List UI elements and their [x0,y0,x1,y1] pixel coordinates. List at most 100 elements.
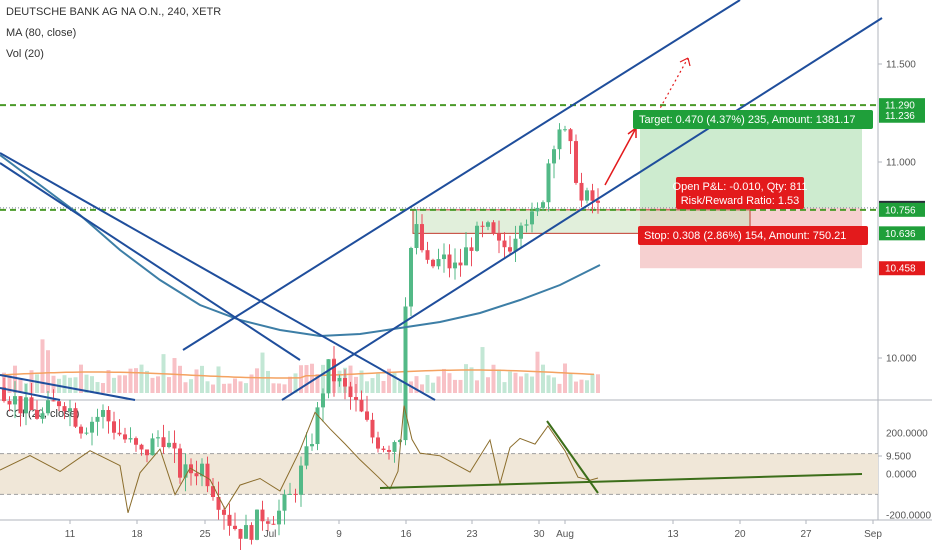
volume-bar [546,375,551,393]
trend-line [0,374,136,401]
chart-title: DEUTSCHE BANK AG NA O.N., 240, XETR [6,6,222,18]
candle-body [29,397,34,411]
candle-body [315,407,320,445]
candle-body [321,393,325,408]
volume-bar [134,368,138,393]
candle-body [464,247,468,266]
candle-body [442,254,446,260]
candle-body [343,378,347,387]
candle-body [370,419,375,438]
volume-bar [502,382,507,393]
projection-dotted-head [679,57,691,67]
price-tag-label: 11.236 [885,111,915,122]
volume-bar [447,373,452,393]
candle-body [106,410,111,422]
volume-bar [123,375,127,393]
volume-bar [359,370,364,393]
volume-bar [178,365,182,393]
candle-body [596,200,600,203]
volume-bar [293,373,298,393]
target-label-text: Target: 0.470 (4.37%) 235, Amount: 1381.… [639,114,855,126]
volume-bar [101,383,105,393]
ma-80-line [0,154,601,338]
candle-body [557,129,562,150]
candle-body [288,493,292,495]
time-tick-label: Jul [264,529,277,540]
candle-body [392,442,397,452]
price-tag: 10.636 [879,226,925,241]
volume-bar [491,364,496,393]
volume-bar [227,383,232,393]
candle-body [480,225,485,227]
candle-body [139,444,144,450]
candle-body [194,473,199,477]
time-tick-label: 18 [131,529,143,540]
time-tick-label: 11 [65,529,76,540]
candle-body [530,211,534,225]
volume-bar [464,364,468,393]
volume-bar [222,383,226,393]
volume-bar [431,382,435,393]
volume-bar [420,384,424,393]
trend-line [0,162,301,361]
candle-body [68,408,72,412]
candle-body [178,448,182,478]
candle-body [546,163,551,203]
candle-body [579,182,584,201]
time-tick-label: Sep [864,529,882,540]
candle-body [222,509,226,515]
volume-bar [216,366,221,393]
time-tick-label: 9 [336,529,342,540]
volume-bar [497,369,501,393]
candle-body [156,437,160,439]
volume-bar [513,372,518,393]
volume-bar [469,367,474,393]
trend-line [182,0,741,351]
candle-body [205,463,210,487]
candle-body [62,406,67,412]
volume-bar [35,374,39,393]
volume-bar [453,379,457,393]
candle-body [51,400,56,402]
volume-bar [557,383,562,393]
volume-bar [260,352,265,393]
volume-bar [68,377,72,393]
volume-ma-line [0,369,595,379]
candle-body [73,408,78,427]
risk-reward-text: Risk/Reward Ratio: 1.53 [681,195,800,207]
candle-body [524,224,529,226]
trendlines [0,0,883,401]
volume-bar [183,382,188,393]
candle-body [134,438,138,445]
candle-body [354,397,358,400]
volume-bar [574,381,578,393]
volume-bar [95,382,100,393]
price-tag: 10.756 [879,202,925,217]
volume-bar [84,374,89,393]
volume-bar [156,376,160,393]
time-tick-label: 27 [800,529,812,540]
candle-body [502,240,507,248]
trend-line [0,387,61,401]
candle-body [161,437,166,448]
volume-bar [299,365,303,393]
candle-body [277,510,281,525]
candle-body [420,224,424,251]
stop-label-bg [638,226,868,245]
stop-label: Stop: 0.308 (2.86%) 154, Amount: 750.21 [638,226,868,245]
candle-body [491,222,496,234]
candle-body [18,396,23,414]
price-tag-bg [879,108,925,123]
candle-body [574,141,578,183]
price-tick-label: 11.000 [886,158,916,169]
price-tag-bg [879,202,925,217]
volume-bar [40,339,45,393]
cci-down-trend-line [546,420,599,494]
candle-body [590,190,595,201]
volume-bar [211,384,215,393]
price-tag: 11.290 [879,98,925,113]
candle-body [387,449,391,452]
volume-bar [321,364,325,393]
candle-body [128,438,133,440]
